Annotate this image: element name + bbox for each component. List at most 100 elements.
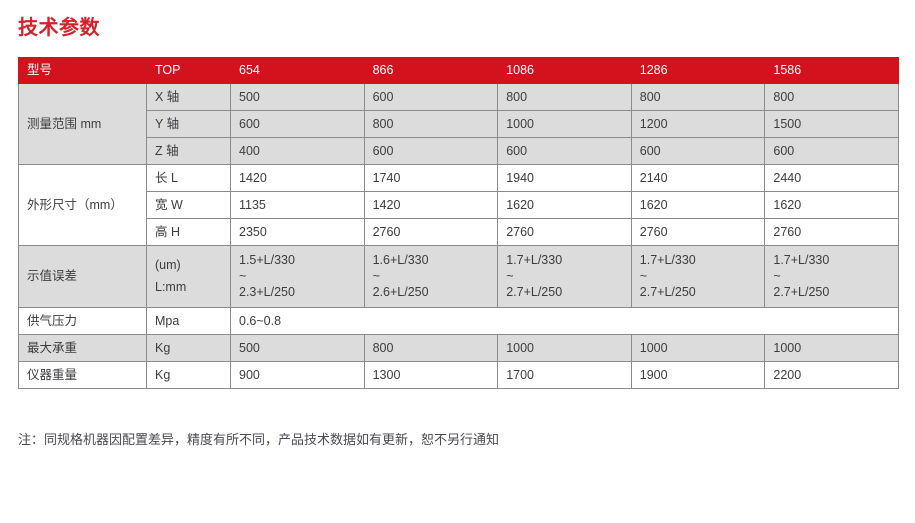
cell-value: 2760 — [497, 218, 632, 246]
cell-value: 1000 — [764, 334, 899, 362]
cell-value: 1620 — [764, 191, 899, 219]
cell-value: 1000 — [497, 110, 632, 138]
cell-value: 400 — [230, 137, 365, 165]
group-label-measuring-range: 测量范围 mm — [18, 83, 147, 165]
table-row: 示值误差 (um) L:mm 1.5+L/330 ~ 2.3+L/250 1.6… — [18, 245, 899, 308]
cell-value: 600 — [764, 137, 899, 165]
cell-value: 500 — [230, 83, 365, 111]
table-row: 最大承重 Kg 500 800 1000 1000 1000 — [18, 334, 899, 362]
header-cell-model-1286: 1286 — [630, 57, 766, 84]
table-row: 高 H 2350 2760 2760 2760 2760 — [19, 218, 899, 246]
group-label-overall-dimensions: 外形尺寸（mm） — [18, 164, 147, 246]
group-label-indication-error: 示值误差 — [18, 245, 147, 308]
cell-value: 2200 — [764, 361, 899, 389]
error-lower: 2.7+L/250 — [773, 284, 830, 299]
error-lower: 2.6+L/250 — [372, 284, 429, 299]
sub-label-kg-load: Kg — [146, 334, 231, 362]
cell-value: 2140 — [630, 164, 766, 192]
cell-value: 600 — [497, 137, 632, 165]
sub-label-length: 长 L — [146, 164, 231, 192]
cell-value: 600 — [630, 137, 766, 165]
table-row: 宽 W 1135 1420 1620 1620 1620 — [19, 191, 899, 219]
cell-value: 800 — [497, 83, 632, 111]
sub-label-kg-weight: Kg — [146, 361, 231, 389]
header-cell-model-866: 866 — [363, 57, 499, 84]
error-lower: 2.3+L/250 — [239, 284, 295, 299]
cell-value: 1900 — [630, 361, 766, 389]
error-tilde: ~ — [773, 269, 781, 284]
cell-value: 2760 — [764, 218, 899, 246]
page-title: 技术参数 — [18, 17, 100, 39]
cell-value: 1620 — [630, 191, 766, 219]
unit-line: L:mm — [155, 279, 187, 294]
header-cell-model-1586: 1586 — [764, 57, 899, 84]
sub-label-height: 高 H — [146, 218, 231, 246]
group-label-air-supply-pressure: 供气压力 — [18, 307, 147, 335]
table-header: 型号 TOP 654 866 1086 1286 1586 — [18, 57, 899, 84]
cell-value: 2440 — [764, 164, 899, 192]
cell-value: 1300 — [363, 361, 499, 389]
group-label-instrument-weight: 仪器重量 — [18, 361, 147, 389]
cell-value: 800 — [764, 83, 899, 111]
header-cell-model-1086: 1086 — [497, 57, 632, 84]
error-lower: 2.7+L/250 — [639, 284, 696, 299]
cell-value: 500 — [230, 334, 365, 362]
cell-error-value: 1.7+L/330 ~ 2.7+L/250 — [497, 245, 632, 308]
technical-spec-table: 型号 TOP 654 866 1086 1286 1586 测量范围 mm X … — [18, 57, 899, 389]
cell-value: 900 — [230, 361, 365, 389]
cell-value: 1740 — [363, 164, 499, 192]
error-upper: 1.7+L/330 — [506, 252, 563, 267]
sub-label-width: 宽 W — [146, 191, 231, 219]
cell-value: 1000 — [630, 334, 766, 362]
error-upper: 1.7+L/330 — [773, 252, 830, 267]
cell-error-value: 1.7+L/330 ~ 2.7+L/250 — [630, 245, 766, 308]
error-tilde: ~ — [639, 269, 648, 284]
table-row: Z 轴 400 600 600 600 600 — [19, 137, 899, 165]
cell-value: 1500 — [764, 110, 899, 138]
cell-value: 1700 — [497, 361, 632, 389]
cell-value: 1200 — [630, 110, 766, 138]
header-cell-model-label: 型号 — [18, 57, 147, 84]
cell-value: 1420 — [230, 164, 365, 192]
error-tilde: ~ — [506, 269, 514, 284]
cell-value-merged-pressure: 0.6~0.8 — [230, 307, 899, 335]
header-cell-model-654: 654 — [230, 57, 365, 84]
cell-value: 2760 — [630, 218, 766, 246]
cell-value: 1000 — [497, 334, 632, 362]
cell-value: 600 — [363, 83, 499, 111]
cell-value: 600 — [230, 110, 365, 138]
sub-label-mpa: Mpa — [146, 307, 231, 335]
cell-value: 800 — [363, 334, 499, 362]
cell-value: 1135 — [230, 191, 365, 219]
table-row: 仪器重量 Kg 900 1300 1700 1900 2200 — [18, 361, 899, 389]
cell-value: 2350 — [230, 218, 365, 246]
cell-value: 600 — [363, 137, 499, 165]
cell-value: 1620 — [497, 191, 632, 219]
sub-label-y-axis: Y 轴 — [146, 110, 231, 138]
table-row: 供气压力 Mpa 0.6~0.8 — [18, 307, 899, 335]
cell-error-value: 1.7+L/330 ~ 2.7+L/250 — [764, 245, 899, 308]
table-row: 外形尺寸（mm） 长 L 1420 1740 1940 2140 2440 — [18, 164, 899, 246]
cell-value: 1940 — [497, 164, 632, 192]
error-tilde: ~ — [239, 269, 247, 284]
error-upper: 1.7+L/330 — [639, 252, 696, 267]
table-body: 测量范围 mm X 轴 500 600 800 800 800 Y 轴 600 … — [18, 83, 899, 389]
sub-label-z-axis: Z 轴 — [146, 137, 231, 165]
unit-line: (um) — [155, 257, 181, 272]
cell-value: 1420 — [363, 191, 499, 219]
cell-value: 800 — [630, 83, 766, 111]
cell-error-value: 1.5+L/330 ~ 2.3+L/250 — [230, 245, 365, 308]
table-header-row: 型号 TOP 654 866 1086 1286 1586 — [18, 57, 899, 84]
footnote-text: 注：同规格机器因配置差异，精度有所不同，产品技术数据如有更新，恕不另行通知 — [18, 432, 500, 447]
error-upper: 1.5+L/330 — [239, 252, 295, 267]
sub-label-x-axis: X 轴 — [146, 83, 231, 111]
error-upper: 1.6+L/330 — [372, 252, 429, 267]
sub-label-unit-error: (um) L:mm — [146, 245, 231, 308]
header-cell-top-label: TOP — [146, 57, 231, 84]
spec-table-container: 型号 TOP 654 866 1086 1286 1586 测量范围 mm X … — [18, 57, 899, 389]
cell-value: 800 — [363, 110, 499, 138]
table-row: 测量范围 mm X 轴 500 600 800 800 800 — [18, 83, 899, 165]
group-label-max-load: 最大承重 — [18, 334, 147, 362]
table-row: Y 轴 600 800 1000 1200 1500 — [19, 110, 899, 138]
